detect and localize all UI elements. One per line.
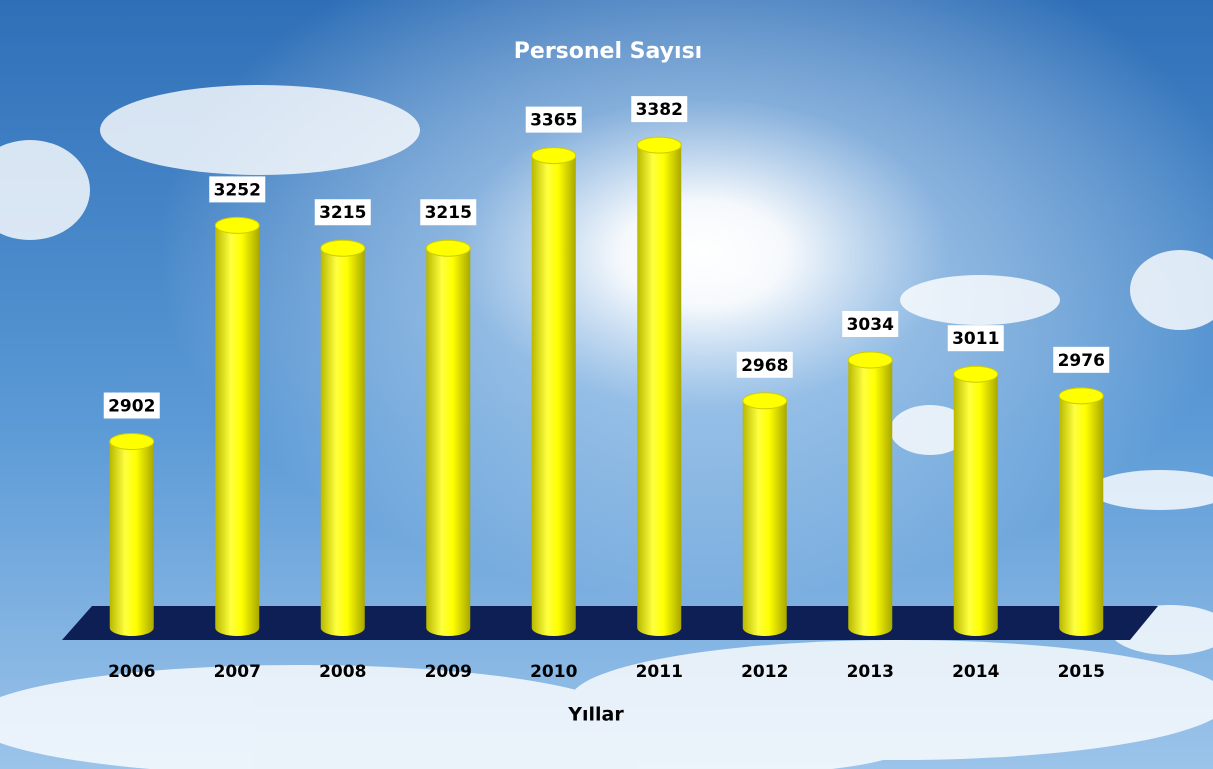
x-tick-label: 2007 <box>214 662 261 682</box>
bar-cap <box>532 148 576 164</box>
bar <box>637 137 681 636</box>
bar-cap <box>954 366 998 382</box>
bar-cap <box>637 137 681 153</box>
x-tick-label: 2012 <box>741 662 788 682</box>
bar-cap <box>321 240 365 256</box>
value-label: 3215 <box>425 203 472 223</box>
value-label: 3252 <box>214 180 261 200</box>
bar <box>1059 388 1103 636</box>
x-axis-label: Yıllar <box>567 704 624 726</box>
value-label: 3382 <box>636 100 683 120</box>
value-label: 2976 <box>1058 351 1105 371</box>
bar-cap <box>110 434 154 450</box>
value-label: 3215 <box>319 203 366 223</box>
bar <box>321 240 365 636</box>
x-tick-label: 2008 <box>319 662 366 682</box>
bar <box>110 434 154 636</box>
bar-cap <box>848 352 892 368</box>
value-label: 2902 <box>108 397 155 417</box>
x-tick-label: 2011 <box>636 662 683 682</box>
value-label: 3365 <box>530 111 577 131</box>
x-tick-label: 2006 <box>108 662 155 682</box>
bar <box>215 217 259 636</box>
bar-cap <box>426 240 470 256</box>
x-tick-label: 2014 <box>952 662 999 682</box>
bar-cap <box>215 217 259 233</box>
x-tick-label: 2010 <box>530 662 577 682</box>
bar <box>848 352 892 636</box>
value-label: 2968 <box>741 356 788 376</box>
value-label: 3011 <box>952 329 999 349</box>
bar <box>743 393 787 636</box>
x-tick-label: 2009 <box>425 662 472 682</box>
bar <box>532 148 576 636</box>
bar-cap <box>1059 388 1103 404</box>
x-tick-label: 2013 <box>847 662 894 682</box>
value-label: 3034 <box>847 315 894 335</box>
bar <box>954 366 998 636</box>
chart-title: Personel Sayısı <box>514 39 702 64</box>
bar-cap <box>743 393 787 409</box>
chart: Personel Sayısı Yıllar 2006 2902 2007 3252 2… <box>0 0 1213 769</box>
bar <box>426 240 470 636</box>
x-tick-label: 2015 <box>1058 662 1105 682</box>
